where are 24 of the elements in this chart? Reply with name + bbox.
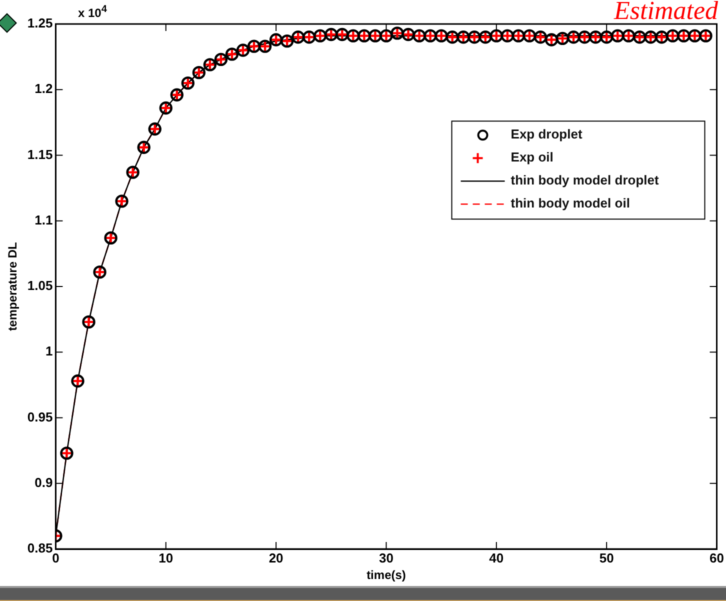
x-tick-label: 60 — [710, 550, 724, 566]
x-tick-label: 10 — [158, 550, 174, 566]
y-tick-label: 1.1 — [34, 212, 53, 228]
x-tick-label: 20 — [268, 550, 284, 566]
legend-label: thin body model droplet — [510, 172, 660, 188]
x-tick-label: 40 — [489, 550, 504, 566]
y-tick-label: 0.95 — [27, 409, 53, 424]
x-tick-label: 0 — [52, 550, 60, 566]
y-tick-label: 1.25 — [27, 16, 53, 31]
y-tick-label: 1.05 — [27, 278, 53, 294]
y-tick-label: 1.2 — [34, 81, 53, 96]
y-axis-title: temperature DL — [6, 242, 20, 331]
x-axis-title: time(s) — [366, 568, 406, 582]
y-tick-label: 0.9 — [34, 474, 53, 490]
legend-label: Exp droplet — [510, 126, 583, 142]
x-tick-label: 50 — [599, 550, 614, 566]
y-tick-label: 0.85 — [27, 540, 53, 556]
y-tick-label: 1 — [45, 344, 53, 359]
legend-label: Exp oil — [510, 150, 554, 165]
x-tick-label: 30 — [379, 550, 394, 566]
chart-title: Estimated — [614, 0, 718, 26]
legend-label: thin body model oil — [510, 196, 630, 211]
y-tick-label: 1.15 — [27, 146, 53, 162]
text: x 10$^{4}$ — [78, 4, 107, 20]
